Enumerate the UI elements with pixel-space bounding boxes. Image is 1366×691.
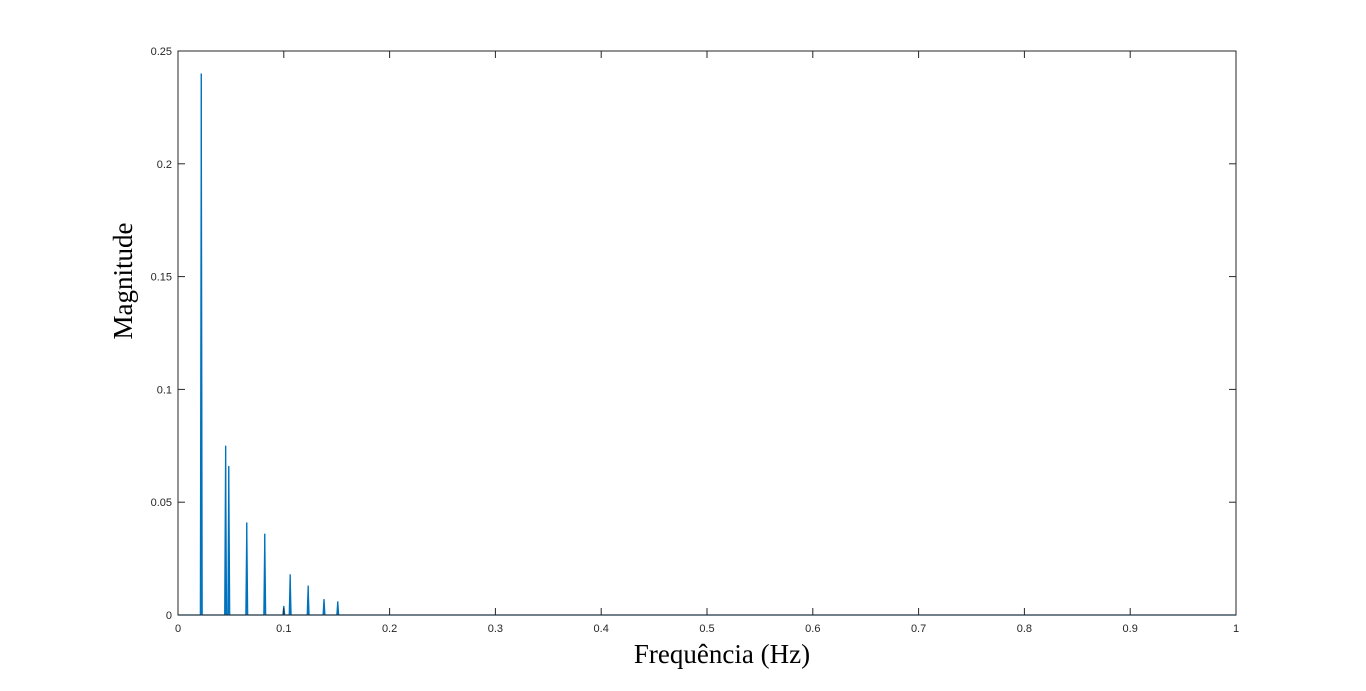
x-tick-label: 0.1: [276, 623, 291, 635]
x-tick-label: 0.8: [1017, 623, 1032, 635]
y-tick-label: 0: [166, 610, 172, 622]
axes-box: [177, 50, 1237, 616]
plot-area: [178, 51, 1236, 615]
x-tick-label: 0.4: [594, 623, 609, 635]
x-tick-label: 0: [175, 623, 181, 635]
x-tick-label: 1: [1233, 623, 1239, 635]
x-tick-label: 0.3: [488, 623, 503, 635]
y-tick-label: 0.2: [157, 159, 172, 171]
x-tick-label: 0.5: [699, 623, 714, 635]
x-axis-label: Frequência (Hz): [634, 639, 810, 669]
x-tick-label: 0.2: [382, 623, 397, 635]
y-tick-label: 0.05: [151, 497, 172, 509]
x-tick-label: 0.7: [911, 623, 926, 635]
y-axis-label: Magnitude: [108, 222, 138, 339]
y-tick-label: 0.1: [157, 384, 172, 396]
x-tick-label: 0.9: [1123, 623, 1138, 635]
y-tick-label: 0.15: [151, 272, 172, 284]
y-tick-label: 0.25: [151, 46, 172, 58]
ticks-layer: 0 0.1 0.2 0.3 0.4 0.5 0.6 0.7 0.8 0.9 1 0 0.05 0.1 0.1…: [151, 46, 1239, 635]
x-tick-label: 0.6: [805, 623, 820, 635]
